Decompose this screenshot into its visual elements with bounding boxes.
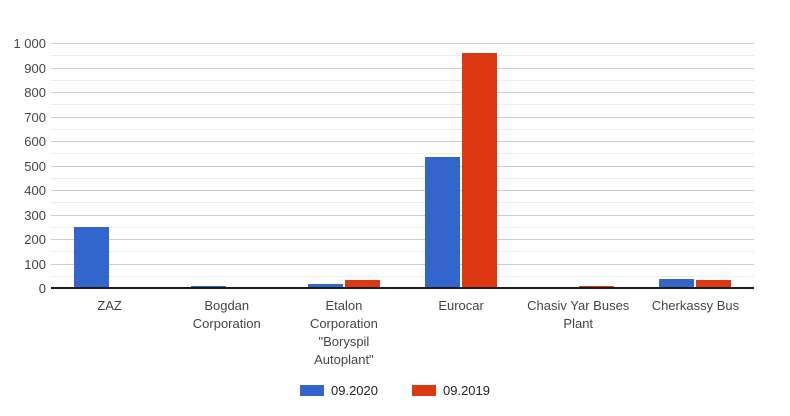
major-grid-line bbox=[51, 190, 754, 191]
x-category-label-line: Eurocar bbox=[438, 298, 484, 313]
major-grid-line bbox=[51, 165, 754, 167]
bar-09.2019-cherkassy-bus[interactable] bbox=[696, 279, 732, 288]
x-category-label-line: Bogdan bbox=[204, 298, 250, 313]
major-grid-line bbox=[51, 214, 754, 216]
major-grid-line bbox=[51, 43, 754, 44]
x-category-label-line: Corporation bbox=[309, 316, 378, 331]
y-tick-label: 700 bbox=[24, 109, 46, 125]
minor-grid-line bbox=[51, 226, 754, 228]
y-tick-label: 1 000 bbox=[13, 36, 46, 51]
major-grid-line bbox=[51, 67, 754, 69]
minor-grid-line bbox=[51, 202, 754, 204]
bar-09.2020-bogdan-corporation[interactable] bbox=[190, 285, 226, 288]
legend-swatch-icon bbox=[412, 385, 436, 396]
legend: 09.2020 09.2019 bbox=[0, 383, 790, 398]
minor-grid-line bbox=[51, 104, 754, 106]
x-category-label: Etalon Corporation "Boryspil Autoplant" bbox=[285, 297, 402, 369]
x-category-label-line: Corporation bbox=[192, 316, 261, 331]
legend-label: 09.2019 bbox=[443, 383, 490, 398]
major-grid-line bbox=[51, 141, 754, 142]
y-tick-label: 500 bbox=[24, 158, 46, 174]
major-grid-line bbox=[51, 116, 754, 118]
bar-09.2019-eurocar[interactable] bbox=[462, 52, 498, 288]
legend-item-09.2019: 09.2019 bbox=[412, 383, 490, 398]
x-category-label-line: Autoplant" bbox=[314, 352, 374, 367]
x-category-label-line: Chasiv Yar Buses bbox=[527, 298, 630, 313]
minor-grid-line bbox=[51, 55, 754, 57]
x-category-label: Cherkassy Bus bbox=[637, 297, 754, 315]
bar-09.2020-eurocar[interactable] bbox=[425, 156, 461, 288]
bar-09.2020-etalon-corporation-boryspil-autoplant-[interactable] bbox=[307, 283, 343, 288]
minor-grid-line bbox=[51, 177, 754, 179]
bar-09.2020-cherkassy-bus[interactable] bbox=[659, 279, 695, 288]
bar-09.2019-etalon-corporation-boryspil-autoplant-[interactable] bbox=[344, 279, 380, 288]
y-tick-label: 600 bbox=[24, 134, 46, 149]
legend-item-09.2020: 09.2020 bbox=[300, 383, 378, 398]
y-tick-label: 100 bbox=[24, 256, 46, 272]
x-category-label-line: Plant bbox=[563, 316, 594, 331]
minor-grid-line bbox=[51, 251, 754, 253]
bar-09.2020-zaz[interactable] bbox=[73, 226, 109, 288]
major-grid-line bbox=[51, 239, 754, 240]
legend-swatch-icon bbox=[300, 385, 324, 396]
x-category-label: Bogdan Corporation bbox=[168, 297, 285, 333]
major-grid-line bbox=[51, 92, 754, 93]
x-axis-baseline bbox=[51, 287, 754, 289]
major-grid-line bbox=[51, 263, 754, 265]
minor-grid-line bbox=[51, 128, 754, 130]
x-category-label-line: ZAZ bbox=[97, 298, 122, 313]
y-tick-label: 0 bbox=[38, 281, 46, 296]
y-tick-label: 200 bbox=[24, 232, 46, 247]
y-tick-label: 900 bbox=[24, 60, 46, 76]
minor-grid-line bbox=[51, 275, 754, 277]
minor-grid-line bbox=[51, 79, 754, 81]
x-category-label-line: "Boryspil bbox=[318, 334, 370, 349]
minor-grid-line bbox=[51, 153, 754, 155]
y-tick-label: 400 bbox=[24, 183, 46, 198]
x-category-label: ZAZ bbox=[51, 297, 168, 315]
x-category-label-line: Cherkassy Bus bbox=[651, 298, 740, 313]
legend-label: 09.2020 bbox=[331, 383, 378, 398]
y-tick-label: 300 bbox=[24, 207, 46, 223]
x-category-label: Chasiv Yar Buses Plant bbox=[520, 297, 637, 333]
y-tick-label: 800 bbox=[24, 85, 46, 100]
x-category-label: Eurocar bbox=[403, 297, 520, 315]
x-category-label-line: Etalon bbox=[325, 298, 363, 313]
